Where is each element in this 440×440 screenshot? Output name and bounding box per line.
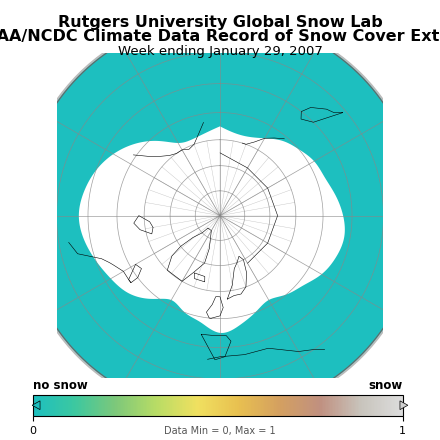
Text: Rutgers University Global Snow Lab: Rutgers University Global Snow Lab: [58, 15, 382, 30]
Text: Week ending January 29, 2007: Week ending January 29, 2007: [117, 45, 323, 58]
Circle shape: [20, 15, 420, 416]
Circle shape: [22, 17, 418, 414]
PathPatch shape: [79, 126, 345, 333]
Text: NOAA/NCDC Climate Data Record of Snow Cover Extent: NOAA/NCDC Climate Data Record of Snow Co…: [0, 29, 440, 44]
Text: snow: snow: [368, 379, 403, 392]
Text: no snow: no snow: [33, 379, 88, 392]
Text: Data Min = 0, Max = 1: Data Min = 0, Max = 1: [164, 425, 276, 436]
